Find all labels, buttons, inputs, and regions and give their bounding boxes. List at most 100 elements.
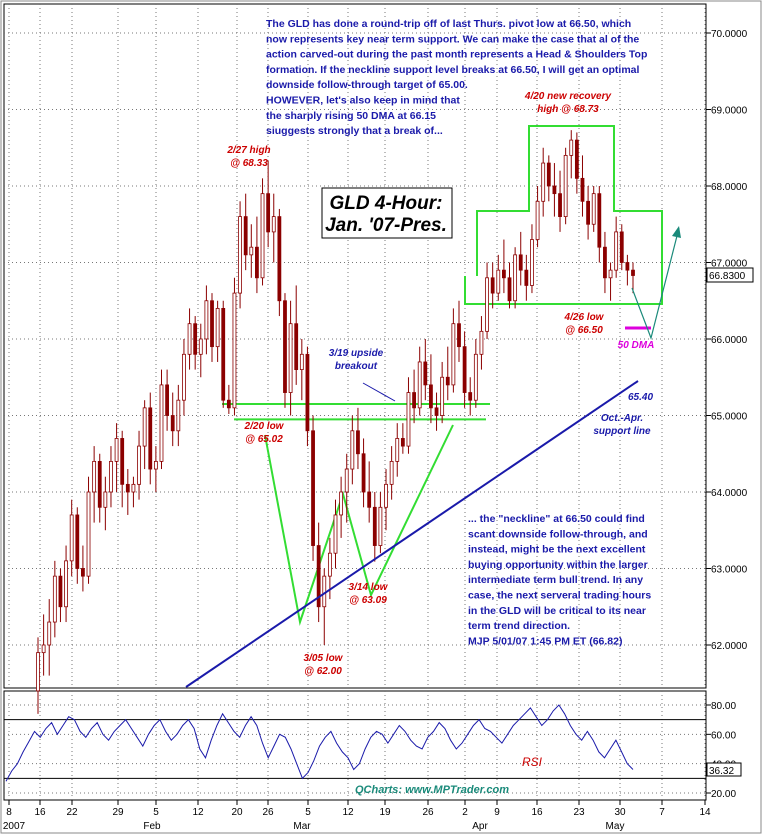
rsi-tick-label: 60.00 bbox=[711, 730, 736, 741]
price-bar-body bbox=[569, 139, 574, 156]
support-trendline bbox=[185, 380, 639, 688]
price-bar-body bbox=[339, 491, 344, 516]
projection-arrowhead bbox=[672, 226, 681, 238]
price-tick-label: 67.0000 bbox=[711, 259, 748, 270]
price-bar-body bbox=[238, 216, 242, 294]
price-bar-body bbox=[518, 254, 523, 271]
price-bar-body bbox=[546, 162, 551, 187]
price-tick-label: 70.0000 bbox=[711, 29, 748, 40]
price-bar-body bbox=[619, 231, 624, 263]
price-bar-body bbox=[457, 323, 461, 348]
x-tick-label: 14 bbox=[699, 807, 711, 818]
annotation-a-227-line: 2/27 high bbox=[226, 145, 270, 156]
price-bar-body bbox=[513, 254, 518, 302]
neckline-label: 4/26 low bbox=[564, 312, 605, 323]
price-bar-body bbox=[574, 139, 579, 179]
projection-path bbox=[631, 227, 680, 340]
x-tick-label: 12 bbox=[192, 807, 204, 818]
x-tick-label: 26 bbox=[262, 807, 274, 818]
price-bar-body bbox=[322, 575, 327, 608]
head-shoulders-box bbox=[464, 125, 663, 305]
price-tick-label: 62.0000 bbox=[711, 641, 748, 652]
price-bar-body bbox=[451, 323, 456, 386]
commentary-bottom-line: scant downside follow-through, and bbox=[468, 528, 648, 540]
price-bar-body bbox=[316, 545, 321, 608]
price-bar-body bbox=[305, 353, 310, 432]
price-bar-body bbox=[423, 361, 428, 386]
price-tick-label: 69.0000 bbox=[711, 106, 748, 117]
price-bar-body bbox=[187, 323, 192, 355]
price-bar-body bbox=[552, 185, 557, 195]
commentary-bottom-line: instead, might be the next excellent bbox=[468, 544, 646, 556]
price-bar-body bbox=[400, 438, 405, 447]
price-bar-body bbox=[417, 361, 422, 409]
price-bar-body bbox=[81, 568, 85, 577]
x-tick-label: 12 bbox=[342, 807, 354, 818]
price-bar-body bbox=[530, 239, 534, 286]
price-bar-body bbox=[434, 407, 439, 416]
price-bar-body bbox=[603, 246, 607, 279]
breakout-pointer bbox=[362, 382, 396, 402]
price-bar-body bbox=[86, 491, 91, 577]
trend-overlays bbox=[185, 226, 681, 688]
rsi-tick-label: 80.00 bbox=[711, 701, 736, 712]
title-box-frame bbox=[321, 187, 453, 239]
neckline-sublabel: @ 66.50 bbox=[565, 325, 603, 336]
title-box: GLD 4-Hour: Jan. '07-Pres. bbox=[321, 187, 453, 239]
x-month-label: Mar bbox=[293, 821, 311, 832]
price-bar-body bbox=[266, 193, 271, 233]
support-line-label: support line bbox=[593, 426, 651, 437]
x-tick-label: 5 bbox=[153, 807, 159, 818]
price-tick-label: 64.0000 bbox=[711, 488, 748, 499]
price-tick-label: 66.0000 bbox=[711, 335, 748, 346]
rsi-last-label: 36.32 bbox=[709, 766, 734, 777]
price-bar-body bbox=[541, 162, 546, 202]
rsi-line bbox=[5, 704, 634, 782]
price-bar-body bbox=[535, 200, 540, 240]
price-bar-body bbox=[294, 323, 299, 371]
price-bar-body bbox=[137, 445, 141, 485]
price-bar-body bbox=[170, 415, 175, 432]
annotation-a-220-line: 2/20 low bbox=[244, 421, 285, 432]
price-bar-body bbox=[165, 384, 170, 416]
x-month-label: May bbox=[606, 821, 625, 832]
annotation-a-314-line: @ 63.09 bbox=[349, 595, 387, 606]
commentary-top-line: action carved-out during the past month … bbox=[266, 49, 647, 61]
price-bar-body bbox=[614, 231, 619, 271]
price-bar-body bbox=[215, 307, 220, 348]
price-bar-body bbox=[176, 399, 181, 432]
price-bar-body bbox=[473, 353, 478, 401]
last-price-label: 66.8300 bbox=[709, 271, 746, 282]
price-bar-body bbox=[232, 292, 237, 409]
commentary-top-line: downside follow-through target of 65.00. bbox=[266, 79, 468, 91]
price-bar-body bbox=[210, 300, 214, 348]
price-bar-body bbox=[384, 483, 388, 508]
price-bar-body bbox=[440, 376, 445, 416]
price-bar-body bbox=[109, 460, 113, 493]
last-price-tag: 66.8300 bbox=[706, 267, 754, 283]
commentary-bottom-line: ... the "neckline" at 66.50 could find bbox=[468, 513, 645, 525]
price-bar-body bbox=[429, 384, 433, 409]
annotation-a-319-line: breakout bbox=[335, 361, 378, 372]
price-panel-frame bbox=[3, 3, 707, 689]
commentary-top-line: HOWEVER, let's also keep in mind that bbox=[266, 95, 460, 107]
price-bar-body bbox=[64, 560, 68, 608]
x-tick-label: 8 bbox=[6, 807, 12, 818]
commentary-top-line: the sharply rising 50 DMA at 66.15 bbox=[266, 110, 436, 122]
commentary-top-line: siuggests strongly that a break of... bbox=[266, 125, 443, 137]
price-bar-body bbox=[631, 269, 635, 276]
price-bar-body bbox=[159, 384, 164, 462]
x-tick-label: 16 bbox=[34, 807, 46, 818]
price-grid bbox=[4, 32, 706, 646]
price-bar-body bbox=[344, 468, 349, 493]
price-bar-body bbox=[468, 392, 473, 401]
annotation-a-305-line: 3/05 low bbox=[304, 653, 344, 664]
price-bar-body bbox=[41, 644, 46, 654]
price-bar-body bbox=[524, 269, 529, 286]
commentary-top-line: The GLD has done a round-trip off of las… bbox=[266, 18, 631, 30]
commentary-bottom-line: term trend direction. bbox=[468, 620, 570, 632]
rsi-panel-frame bbox=[3, 690, 707, 801]
price-bar-body bbox=[75, 514, 80, 569]
price-bar-body bbox=[395, 438, 400, 462]
